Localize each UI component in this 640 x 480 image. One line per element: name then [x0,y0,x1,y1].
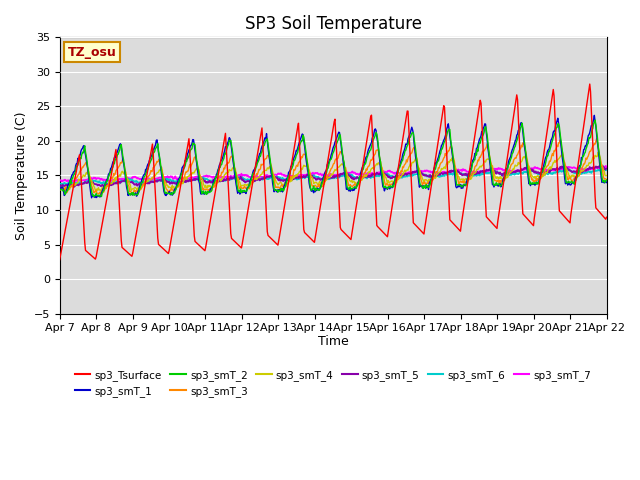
sp3_smT_6 [401,174,408,180]
sp3_smT_5 [207,180,215,186]
X-axis label: Time: Time [317,335,348,348]
sp3_Tsurface [56,257,63,263]
sp3_smT_3 [56,186,63,192]
sp3_smT_5 [56,183,63,189]
Line: sp3_Tsurface: sp3_Tsurface [60,84,607,260]
sp3_smT_1 [179,165,186,171]
sp3_smT_4 [123,174,131,180]
Legend: sp3_Tsurface, sp3_smT_1, sp3_smT_2, sp3_smT_3, sp3_smT_4, sp3_smT_5, sp3_smT_6, : sp3_Tsurface, sp3_smT_1, sp3_smT_2, sp3_… [70,366,595,401]
sp3_Tsurface [207,218,214,224]
sp3_smT_1 [591,112,598,118]
sp3_smT_1 [88,195,95,201]
sp3_smT_2 [56,187,63,192]
sp3_smT_5 [603,166,611,171]
sp3_smT_3 [179,177,186,183]
sp3_smT_3 [123,176,131,181]
sp3_smT_3 [97,192,104,198]
sp3_smT_7 [602,163,609,169]
sp3_Tsurface [603,215,611,220]
sp3_smT_6 [67,181,74,187]
sp3_smT_3 [207,188,215,193]
Line: sp3_smT_1: sp3_smT_1 [60,115,607,198]
sp3_Tsurface [122,248,130,254]
sp3_Tsurface [586,81,594,87]
sp3_smT_2 [179,171,186,177]
sp3_smT_5 [56,184,64,190]
sp3_smT_3 [603,177,611,182]
Text: TZ_osu: TZ_osu [68,46,116,59]
sp3_smT_6 [123,178,131,184]
sp3_smT_7 [56,178,63,183]
Line: sp3_smT_5: sp3_smT_5 [60,166,607,187]
sp3_smT_4 [179,180,186,185]
sp3_smT_6 [207,178,215,183]
sp3_smT_7 [401,171,408,177]
sp3_smT_2 [66,183,74,189]
sp3_Tsurface [66,204,74,210]
sp3_smT_4 [417,169,424,175]
sp3_smT_2 [417,182,424,188]
sp3_smT_2 [90,194,98,200]
sp3_smT_1 [207,185,215,191]
sp3_smT_2 [207,189,215,194]
Y-axis label: Soil Temperature (C): Soil Temperature (C) [15,111,28,240]
sp3_smT_1 [66,180,74,185]
sp3_smT_1 [417,182,424,188]
sp3_smT_7 [66,178,74,184]
sp3_smT_7 [207,174,215,180]
sp3_smT_4 [207,185,215,191]
sp3_smT_6 [597,166,605,172]
sp3_smT_4 [56,186,63,192]
sp3_Tsurface [177,179,185,184]
sp3_smT_5 [417,168,424,174]
sp3_smT_2 [591,117,599,123]
sp3_smT_6 [417,171,424,177]
sp3_smT_1 [123,184,131,190]
Title: SP3 Soil Temperature: SP3 Soil Temperature [244,15,422,33]
sp3_smT_7 [123,176,131,182]
sp3_smT_6 [179,178,186,183]
sp3_smT_5 [598,163,606,168]
sp3_smT_3 [401,162,408,168]
sp3_Tsurface [399,132,407,138]
sp3_smT_7 [179,175,186,181]
sp3_smT_7 [417,168,424,174]
sp3_smT_6 [60,181,67,187]
sp3_smT_7 [68,180,76,185]
sp3_smT_1 [56,185,63,191]
Line: sp3_smT_2: sp3_smT_2 [60,120,607,197]
sp3_smT_5 [401,172,408,178]
sp3_smT_3 [417,171,424,177]
sp3_smT_4 [66,187,74,192]
sp3_smT_5 [179,178,186,184]
sp3_smT_7 [603,164,611,170]
sp3_smT_4 [98,189,106,194]
sp3_smT_6 [603,167,611,173]
sp3_smT_2 [123,180,131,186]
sp3_smT_6 [56,180,63,186]
sp3_smT_4 [401,168,408,174]
sp3_smT_4 [603,173,611,179]
Line: sp3_smT_7: sp3_smT_7 [60,166,607,182]
sp3_smT_4 [595,149,602,155]
sp3_smT_5 [123,178,131,184]
Line: sp3_smT_4: sp3_smT_4 [60,152,607,192]
sp3_Tsurface [415,226,423,232]
sp3_smT_2 [603,177,611,183]
Line: sp3_smT_3: sp3_smT_3 [60,139,607,195]
Line: sp3_smT_6: sp3_smT_6 [60,169,607,184]
sp3_smT_1 [603,180,611,185]
sp3_smT_2 [401,152,408,158]
sp3_smT_1 [401,148,408,154]
sp3_smT_5 [67,182,74,188]
sp3_smT_3 [66,185,74,191]
sp3_smT_3 [593,136,600,142]
